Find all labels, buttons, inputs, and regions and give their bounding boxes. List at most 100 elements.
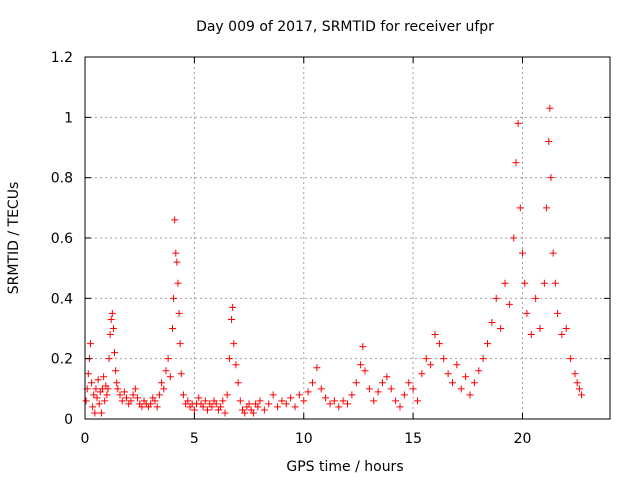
- data-point: [155, 391, 163, 399]
- data-point: [234, 379, 242, 387]
- data-point: [158, 379, 166, 387]
- x-axis-label: GPS time / hours: [286, 459, 403, 475]
- data-point: [414, 397, 421, 405]
- data-point: [578, 391, 586, 399]
- data-point: [313, 364, 321, 372]
- data-point: [287, 394, 295, 402]
- data-point: [236, 397, 244, 405]
- data-point: [339, 397, 347, 405]
- data-point: [505, 300, 513, 308]
- data-point: [545, 137, 553, 145]
- ticks-layer: 0 0.2 0.4 0.6 0.8 1 1.2 0 5 10 15 20: [51, 50, 610, 447]
- data-point: [571, 370, 579, 378]
- data-point: [440, 355, 448, 363]
- data-point: [95, 400, 103, 408]
- data-point: [278, 397, 286, 405]
- data-point: [519, 249, 526, 257]
- data-point: [175, 309, 183, 317]
- data-point: [153, 403, 161, 411]
- data-point: [105, 355, 113, 363]
- data-point: [223, 391, 231, 399]
- x-tick-label: 15: [404, 431, 422, 447]
- x-tick-label: 10: [295, 431, 313, 447]
- data-point: [107, 315, 115, 323]
- data-point: [514, 119, 522, 127]
- data-point: [230, 340, 238, 348]
- data-point: [492, 294, 500, 302]
- data-point: [111, 349, 119, 357]
- data-point: [179, 391, 187, 399]
- data-point: [409, 385, 417, 393]
- data-point: [466, 391, 474, 399]
- data-point: [562, 325, 570, 332]
- data-point: [274, 403, 281, 411]
- data-point: [558, 331, 566, 339]
- data-point: [365, 385, 373, 393]
- data-point: [470, 379, 478, 387]
- data-point: [357, 361, 365, 369]
- data-point: [151, 397, 159, 405]
- x-tick-label: 20: [514, 431, 532, 447]
- data-point: [138, 403, 146, 411]
- data-point: [127, 397, 135, 405]
- data-point: [422, 355, 430, 363]
- data-point: [379, 379, 386, 387]
- data-point: [396, 403, 404, 411]
- data-point: [249, 409, 257, 417]
- data-point: [164, 355, 172, 363]
- data-point: [217, 403, 225, 411]
- data-point: [400, 391, 408, 399]
- data-point: [370, 397, 378, 405]
- y-tick-label: 0.4: [51, 291, 73, 307]
- data-point: [104, 385, 112, 393]
- data-point: [418, 370, 426, 378]
- data-point: [184, 397, 192, 405]
- data-point: [101, 397, 109, 405]
- data-point: [131, 385, 139, 393]
- data-point: [462, 373, 470, 381]
- data-point: [547, 174, 555, 182]
- data-point: [93, 394, 101, 402]
- data-point: [431, 331, 439, 339]
- data-point: [488, 318, 496, 326]
- data-point: [97, 409, 105, 417]
- data-point: [94, 376, 102, 384]
- data-point: [510, 234, 518, 242]
- data-point: [554, 309, 561, 317]
- data-point: [497, 325, 505, 332]
- data-point: [177, 370, 185, 378]
- data-point: [109, 325, 117, 332]
- data-point: [254, 403, 262, 411]
- data-point: [344, 400, 351, 408]
- data-point: [171, 216, 179, 224]
- data-point: [501, 279, 509, 287]
- data-point: [204, 406, 211, 414]
- chart-title: Day 009 of 2017, SRMTID for receiver ufp…: [196, 19, 494, 35]
- x-tick-label: 5: [190, 431, 199, 447]
- data-point: [260, 406, 268, 414]
- data-point: [352, 379, 360, 387]
- data-point: [573, 379, 581, 387]
- data-point: [134, 394, 141, 402]
- data-point: [479, 355, 487, 363]
- data-point: [348, 391, 356, 399]
- y-tick-label: 0: [64, 412, 73, 428]
- data-point: [201, 397, 209, 405]
- data-point: [174, 279, 182, 287]
- data-point: [120, 388, 128, 396]
- data-point: [256, 397, 264, 405]
- y-tick-label: 0.2: [51, 352, 73, 368]
- data-point: [229, 303, 237, 311]
- data-point: [551, 279, 559, 287]
- data-point: [484, 340, 491, 348]
- data-point: [212, 400, 220, 408]
- data-point: [330, 397, 338, 405]
- data-point: [89, 403, 97, 411]
- data-point: [219, 397, 227, 405]
- data-point: [523, 309, 531, 317]
- data-point: [521, 279, 529, 287]
- data-point: [453, 361, 461, 369]
- data-point: [160, 385, 168, 393]
- data-point: [169, 325, 176, 332]
- data-point: [291, 403, 299, 411]
